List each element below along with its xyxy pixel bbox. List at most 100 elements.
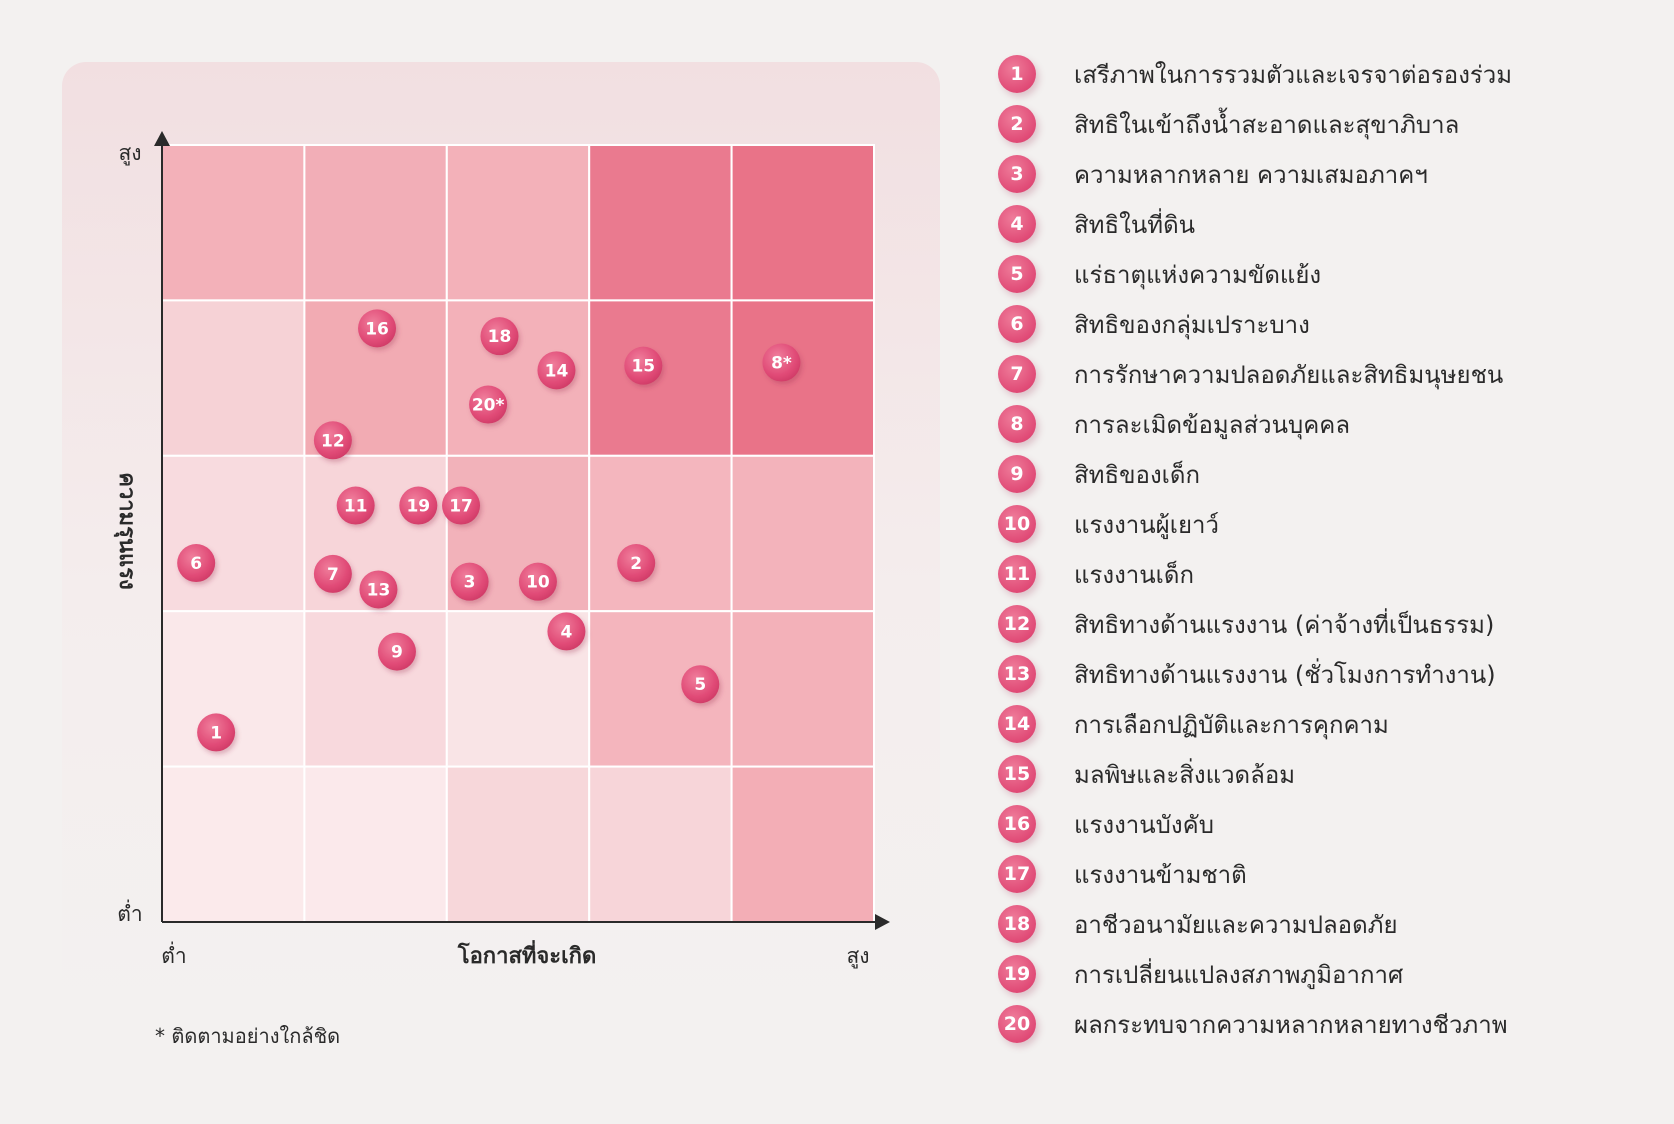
legend-number-badge: 4 (998, 205, 1036, 243)
y-axis-arrow (154, 131, 170, 146)
risk-marker-label: 3 (464, 573, 476, 593)
risk-marker-label: 8* (771, 354, 792, 374)
risk-marker-dot (480, 317, 519, 356)
risk-marker-dot (358, 309, 397, 348)
risk-marker: 1 (197, 713, 236, 752)
legend-item: 14 การเลือกปฏิบัติและการคุกคาม (998, 699, 1512, 749)
risk-marker-label: 4 (560, 622, 572, 642)
legend-number-badge: 18 (998, 905, 1036, 943)
legend-label: สิทธิของกลุ่มเปราะบาง (1074, 310, 1310, 339)
heatmap-cell (161, 144, 306, 302)
risk-marker-dot (313, 554, 352, 593)
legend-item: 5 แร่ธาตุแห่งความขัดแย้ง (998, 249, 1512, 299)
legend-item: 7 การรักษาความปลอดภัยและสิทธิมนุษยชน (998, 349, 1512, 399)
legend-item: 11 แรงงานเด็ก (998, 549, 1512, 599)
legend-label: การเลือกปฏิบัติและการคุกคาม (1074, 710, 1389, 739)
risk-marker-label: 6 (190, 554, 202, 574)
legend: 1 เสรีภาพในการรวมตัวและเจรจาต่อรองร่วม 2 สิ… (998, 49, 1512, 1049)
risk-marker-label: 19 (406, 497, 430, 517)
heatmap-cell (445, 765, 591, 923)
legend-item: 9 สิทธิของเด็ก (998, 449, 1512, 499)
risk-marker: 6 (177, 544, 216, 583)
heatmap-cell (730, 299, 875, 457)
legend-item: 1 เสรีภาพในการรวมตัวและเจรจาต่อรองร่วม (998, 49, 1512, 99)
heatmap-cell (161, 299, 306, 457)
legend-item: 20 ผลกระทบจากความหลากหลายทางชีวภาพ (998, 999, 1512, 1049)
risk-marker: 3 (450, 562, 489, 601)
risk-marker-label: 14 (545, 361, 569, 381)
legend-label: เสรีภาพในการรวมตัวและเจรจาต่อรองร่วม (1074, 60, 1513, 89)
risk-marker: 15 (624, 346, 663, 385)
legend-label: การละเมิดข้อมูลส่วนบุคคล (1074, 410, 1351, 439)
legend-number-badge: 20 (998, 1005, 1036, 1043)
risk-marker-dot (359, 570, 398, 609)
risk-marker-dot (469, 385, 508, 424)
legend-label: แรงงานเด็ก (1074, 560, 1194, 589)
risk-marker: 20* (469, 385, 508, 424)
risk-marker-label: 7 (327, 565, 339, 585)
y-tick-high: สูง (118, 141, 141, 166)
legend-item: 2 สิทธิในเข้าถึงน้ำสะอาดและสุขาภิบาล (998, 99, 1512, 149)
legend-item: 16 แรงงานบังคับ (998, 799, 1512, 849)
legend-item: 17 แรงงานข้ามชาติ (998, 849, 1512, 899)
risk-marker-dot (177, 544, 216, 583)
heatmap-cell (730, 144, 875, 302)
legend-number-badge: 13 (998, 655, 1036, 693)
risk-marker-dot (399, 486, 438, 525)
legend-number-badge: 11 (998, 555, 1036, 593)
legend-label: ความหลากหลาย ความเสมอภาคฯ (1074, 160, 1428, 189)
legend-label: แรงงานผู้เยาว์ (1074, 510, 1219, 539)
risk-marker-label: 10 (526, 573, 550, 593)
risk-marker: 4 (547, 612, 586, 651)
heatmap-cell (303, 610, 448, 768)
legend-number-badge: 17 (998, 855, 1036, 893)
y-tick-low: ต่ำ (117, 899, 142, 926)
risk-marker: 9 (377, 632, 416, 671)
legend-label: มลพิษและสิ่งแวดล้อม (1074, 760, 1296, 789)
legend-label: อาชีวอนามัยและความปลอดภัย (1074, 910, 1398, 939)
risk-marker-label: 12 (321, 431, 345, 451)
risk-marker-label: 20* (472, 396, 505, 416)
legend-number-badge: 8 (998, 405, 1036, 443)
legend-number-badge: 7 (998, 355, 1036, 393)
legend-number-badge: 16 (998, 805, 1036, 843)
risk-marker: 17 (442, 486, 481, 525)
risk-marker-dot (617, 544, 656, 583)
risk-marker-label: 15 (631, 357, 655, 377)
risk-marker-dot (624, 346, 663, 385)
x-axis-title: โอกาสที่จะเกิด (457, 939, 596, 969)
heatmap-cells (161, 144, 875, 923)
risk-marker-label: 9 (391, 643, 403, 663)
risk-marker-dot (518, 562, 557, 601)
legend-number-badge: 10 (998, 505, 1036, 543)
legend-item: 10 แรงงานผู้เยาว์ (998, 499, 1512, 549)
risk-marker-label: 13 (367, 580, 391, 600)
heatmap-cell (588, 765, 733, 923)
x-tick-low: ต่ำ (161, 941, 186, 968)
heatmap-cell (303, 765, 448, 923)
legend-number-badge: 15 (998, 755, 1036, 793)
risk-marker-label: 17 (449, 497, 473, 517)
risk-marker-label: 11 (344, 497, 368, 517)
legend-number-badge: 2 (998, 105, 1036, 143)
risk-marker-label: 1 (210, 723, 222, 743)
risk-marker-label: 2 (630, 554, 642, 574)
risk-marker-label: 5 (694, 675, 706, 695)
risk-marker: 12 (313, 421, 352, 460)
legend-item: 6 สิทธิของกลุ่มเปราะบาง (998, 299, 1512, 349)
x-axis-arrow (875, 914, 890, 930)
legend-item: 4 สิทธิในที่ดิน (998, 199, 1512, 249)
risk-marker: 16 (358, 309, 397, 348)
heatmap-cell (730, 454, 875, 613)
legend-label: สิทธิทางด้านแรงงาน (ค่าจ้างที่เป็นธรรม) (1074, 610, 1495, 639)
x-tick-high: สูง (846, 944, 869, 969)
legend-label: แรงงานข้ามชาติ (1074, 860, 1247, 889)
y-axis-title: ความรุนแรง (113, 472, 139, 590)
risk-marker-label: 18 (488, 327, 512, 347)
legend-label: สิทธิในเข้าถึงน้ำสะอาดและสุขาภิบาล (1074, 110, 1460, 139)
legend-label: สิทธิของเด็ก (1074, 460, 1200, 489)
risk-marker: 5 (681, 665, 720, 704)
heatmap-cell (730, 610, 875, 768)
legend-label: สิทธิในที่ดิน (1074, 210, 1196, 239)
